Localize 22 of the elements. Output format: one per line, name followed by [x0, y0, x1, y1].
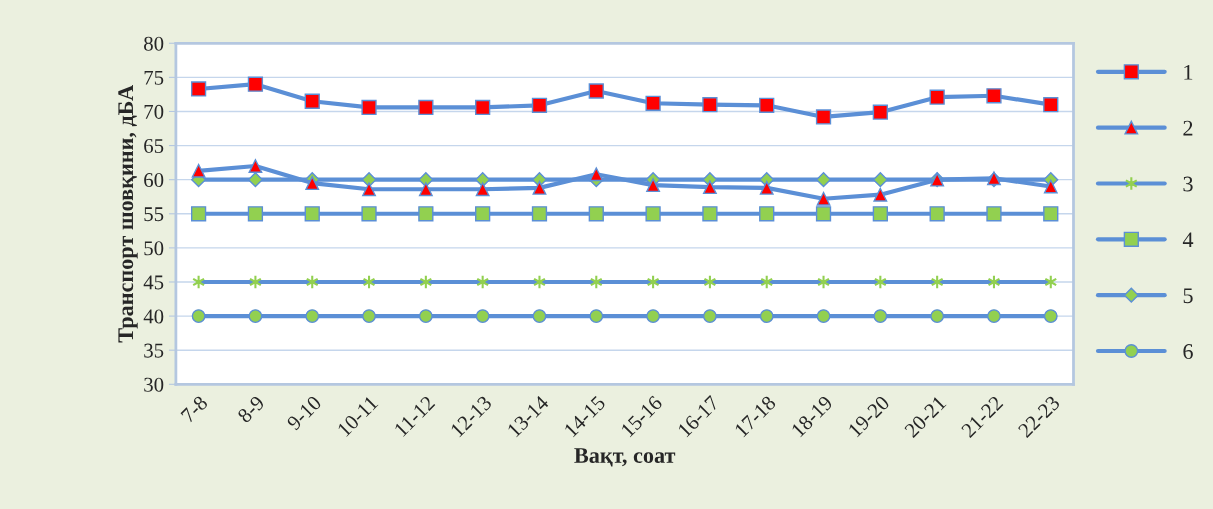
- legend-label: 6: [1183, 344, 1193, 360]
- x-axis-title: Вақт, соат: [574, 448, 676, 467]
- y-tick-label: 75: [144, 70, 164, 85]
- y-tick-label: 35: [144, 343, 164, 358]
- legend-label: 5: [1183, 288, 1193, 304]
- legend-label: 4: [1182, 232, 1194, 248]
- legend-label: 2: [1183, 120, 1193, 136]
- y-tick-label: 30: [144, 377, 164, 392]
- x-tick-label: 9-10: [286, 395, 323, 431]
- y-tick-label: 80: [144, 36, 164, 51]
- x-tick-label: 8-9: [236, 395, 266, 424]
- legend-label: 1: [1184, 64, 1193, 80]
- legend-label: 3: [1183, 176, 1193, 192]
- y-tick-label: 50: [144, 241, 164, 256]
- y-tick-label: 45: [143, 275, 164, 290]
- y-tick-label: 40: [143, 309, 164, 324]
- x-tick-label: 7-8: [180, 395, 209, 424]
- y-tick-label: 70: [144, 104, 164, 119]
- y-tick-label: 60: [144, 173, 164, 188]
- y-tick-label: 55: [144, 207, 164, 222]
- y-axis-title: Транспорт шовқини, дБА: [118, 85, 138, 343]
- y-tick-label: 65: [144, 139, 164, 154]
